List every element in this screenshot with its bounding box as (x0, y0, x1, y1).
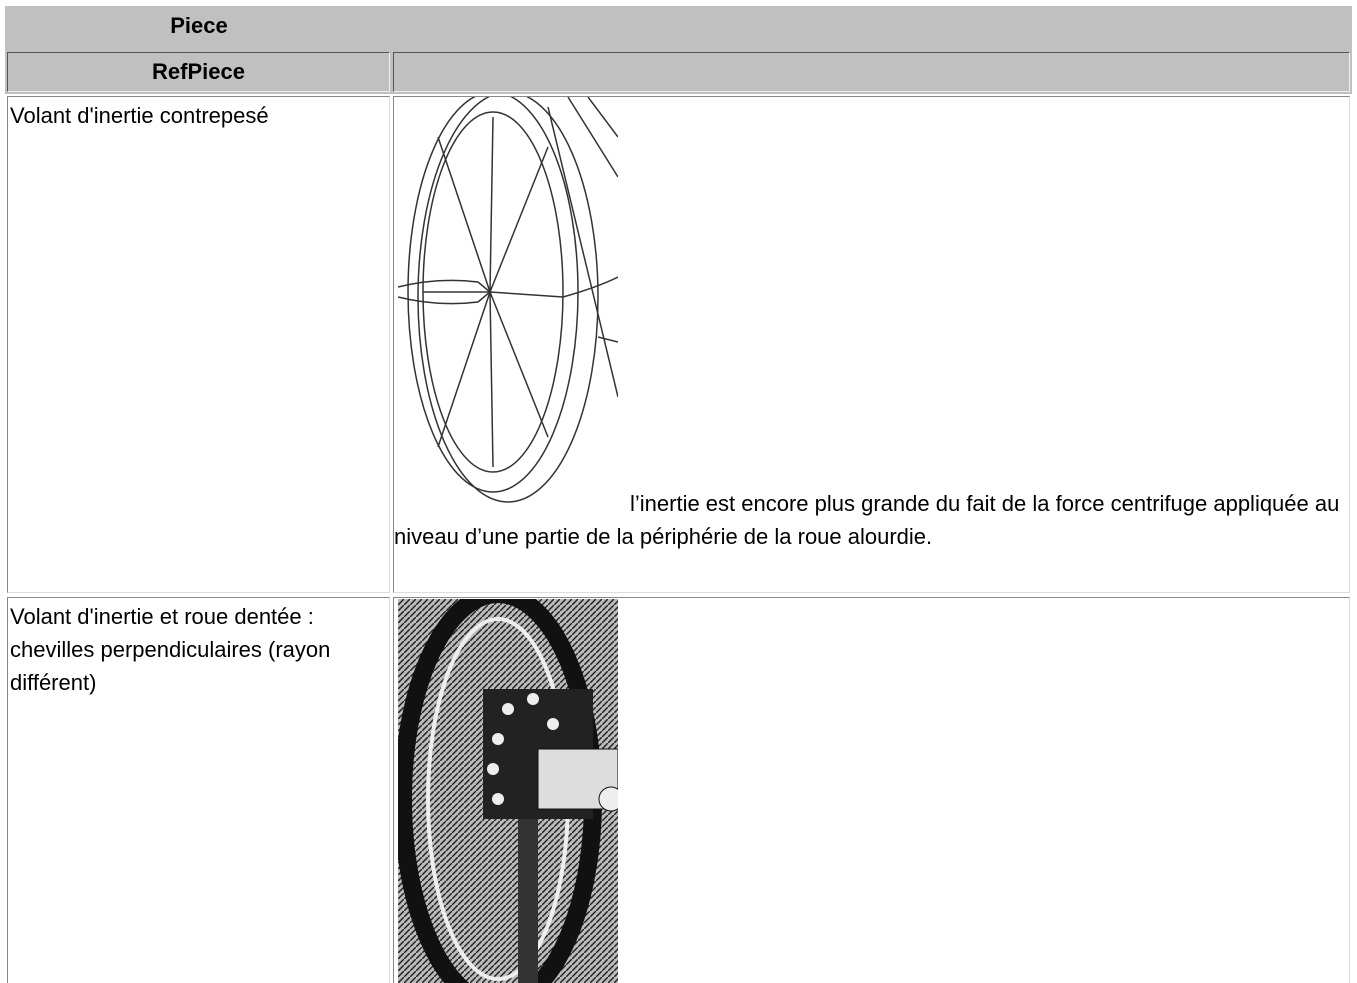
cell: l’inertie est encore plus grande du fait… (393, 91, 1350, 593)
piece-name: Volant d'inertie contrepesé (10, 103, 269, 128)
header-cell-empty (393, 52, 1350, 92)
caption: Piece (170, 13, 228, 38)
gear-image (398, 599, 618, 983)
description-text: l’inertie est encore plus grande du fait… (394, 491, 1340, 549)
cell: Volant d'inertie et roue dentée : chevil… (7, 597, 390, 983)
description: l’inertie est encore plus grande du fait… (394, 91, 1349, 553)
caption-row: Piece (5, 6, 1352, 50)
header-cell: RefPiece (7, 52, 390, 92)
cell: Volant d'inertie contrepesé (7, 96, 390, 593)
cell (393, 597, 1350, 983)
header-row: RefPiece (5, 50, 1352, 94)
piece-name: Volant d'inertie et roue dentée : chevil… (10, 604, 331, 695)
wheel-image (397, 91, 619, 511)
